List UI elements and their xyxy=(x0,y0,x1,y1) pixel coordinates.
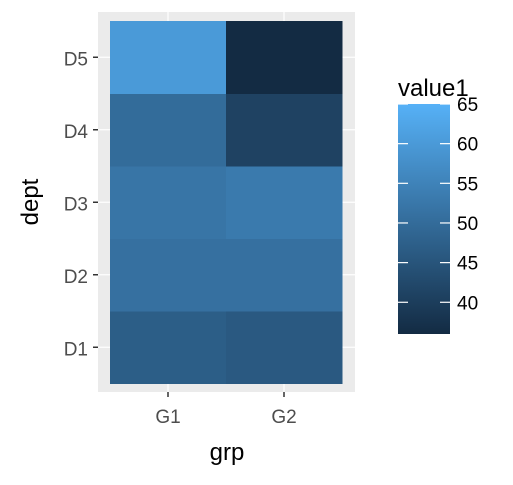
color-legend: value1 40 45 50 55 60 65 xyxy=(398,75,478,334)
legend-tick-label: 65 xyxy=(457,95,478,116)
y-axis-title: dept xyxy=(17,178,44,225)
heatmap-tile xyxy=(110,311,227,384)
legend-tick-label: 60 xyxy=(457,135,478,156)
x-tick-label: G1 xyxy=(155,407,180,428)
legend-tick-label: 50 xyxy=(457,214,478,235)
x-axis: G1 G2 xyxy=(155,392,297,428)
heatmap-tile xyxy=(110,21,227,94)
legend-ticks: 40 45 50 55 60 65 xyxy=(398,95,478,314)
x-tick-label: G2 xyxy=(271,407,296,428)
heatmap-tile xyxy=(226,238,343,312)
x-axis-title: grp xyxy=(210,439,245,466)
heatmap-tile xyxy=(110,93,227,167)
heatmap-tiles xyxy=(110,21,343,384)
heatmap-tile xyxy=(226,311,343,384)
y-tick-label: D4 xyxy=(64,122,89,143)
legend-title: value1 xyxy=(398,75,469,102)
legend-tick-label: 40 xyxy=(457,293,478,314)
heatmap-tile xyxy=(110,166,227,239)
y-axis: D1 D2 D3 D4 D5 xyxy=(64,49,98,360)
heatmap-tile xyxy=(226,166,343,239)
heatmap-tile xyxy=(110,238,227,312)
legend-colorbar xyxy=(398,104,450,334)
y-tick-label: D2 xyxy=(64,267,88,288)
y-tick-label: D5 xyxy=(64,49,88,70)
heatmap-tile xyxy=(226,21,343,94)
legend-tick-label: 45 xyxy=(457,254,478,275)
y-tick-label: D3 xyxy=(64,194,88,215)
y-tick-label: D1 xyxy=(64,339,88,360)
heatmap-tile xyxy=(226,93,343,167)
legend-tick-label: 55 xyxy=(457,174,478,195)
